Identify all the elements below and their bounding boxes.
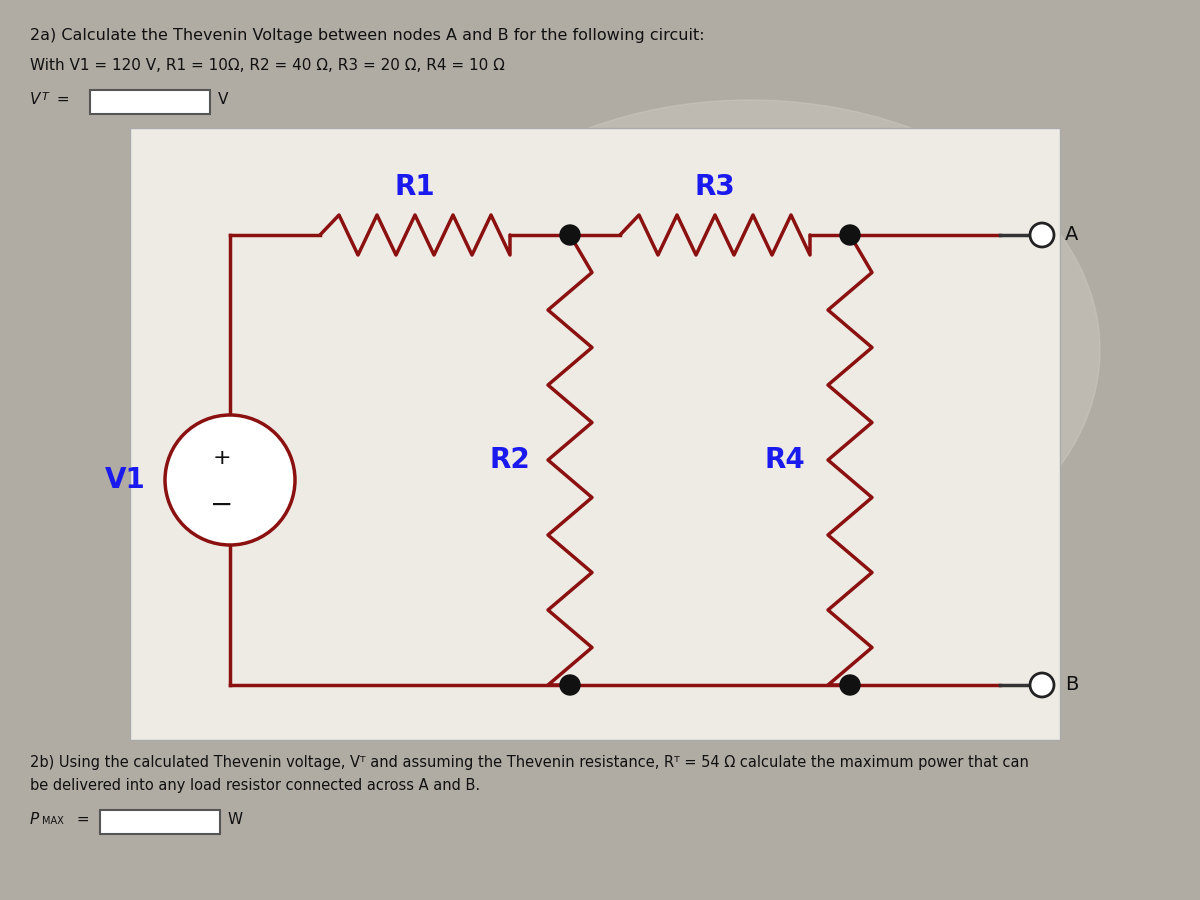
Text: +: + [212, 448, 232, 468]
Circle shape [1030, 673, 1054, 697]
Text: be delivered into any load resistor connected across A and B.: be delivered into any load resistor conn… [30, 778, 480, 793]
Text: B: B [1066, 676, 1079, 695]
Text: 2a) Calculate the Thevenin Voltage between nodes A and B for the following circu: 2a) Calculate the Thevenin Voltage betwe… [30, 28, 704, 43]
Text: V: V [218, 92, 228, 107]
Text: T: T [42, 92, 49, 102]
Text: With V1 = 120 V, R1 = 10Ω, R2 = 40 Ω, R3 = 20 Ω, R4 = 10 Ω: With V1 = 120 V, R1 = 10Ω, R2 = 40 Ω, R3… [30, 58, 505, 73]
Text: =: = [52, 92, 70, 107]
Bar [90, 90, 210, 114]
Text: MAX: MAX [42, 816, 64, 826]
Ellipse shape [400, 100, 1100, 600]
Circle shape [560, 225, 580, 245]
Circle shape [166, 415, 295, 545]
Text: R3: R3 [695, 173, 736, 201]
Text: P: P [30, 812, 40, 827]
Text: V1: V1 [104, 466, 145, 494]
Bar [130, 128, 1060, 740]
Text: V: V [30, 92, 41, 107]
Text: R1: R1 [395, 173, 436, 201]
Bar [100, 810, 220, 834]
Text: =: = [72, 812, 90, 827]
Text: W: W [228, 812, 244, 827]
Circle shape [840, 225, 860, 245]
Text: R4: R4 [764, 446, 805, 474]
Text: −: − [210, 491, 234, 519]
Text: A: A [1066, 226, 1079, 245]
Circle shape [1030, 223, 1054, 247]
Circle shape [560, 675, 580, 695]
Text: 2b) Using the calculated Thevenin voltage, Vᵀ and assuming the Thevenin resistan: 2b) Using the calculated Thevenin voltag… [30, 755, 1028, 770]
Circle shape [840, 675, 860, 695]
Text: R2: R2 [490, 446, 530, 474]
